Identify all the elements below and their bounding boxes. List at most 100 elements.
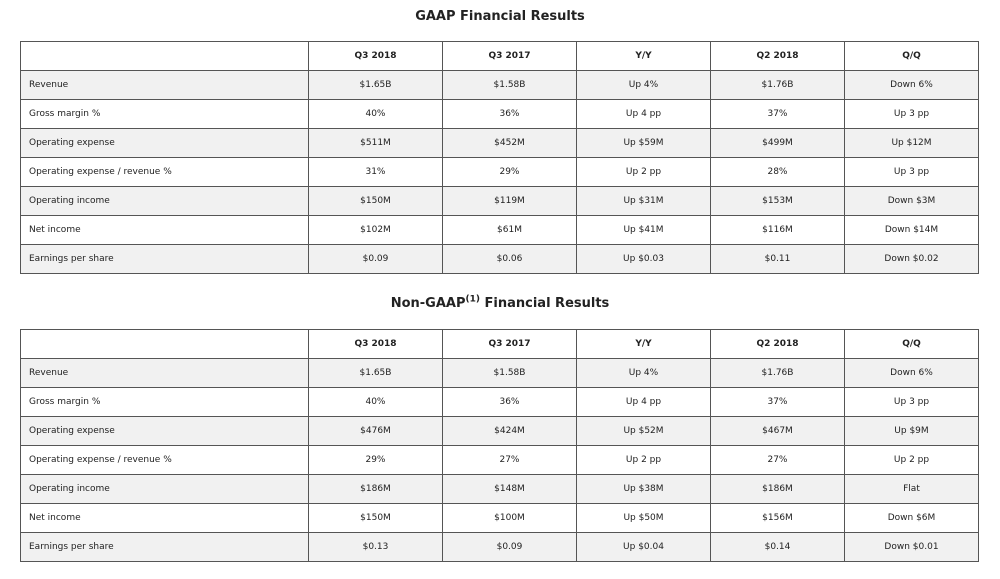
cell-q2-2018: 37% bbox=[710, 99, 845, 129]
cell-yy: Up 4% bbox=[576, 70, 711, 100]
cell-q3-2018: 40% bbox=[308, 99, 443, 129]
cell-qq: Flat bbox=[844, 474, 979, 504]
cell-q3-2017: $119M bbox=[442, 186, 577, 216]
cell-q2-2018: $1.76B bbox=[710, 358, 845, 388]
cell-q3-2017: 29% bbox=[442, 157, 577, 187]
gaap-results-title: GAAP Financial Results bbox=[415, 9, 585, 24]
cell-q3-2017: $1.58B bbox=[442, 70, 577, 100]
row-label: Earnings per share bbox=[20, 532, 309, 562]
row-label: Gross margin % bbox=[20, 387, 309, 417]
table-row: Operating expense $476M $424M Up $52M $467M U… bbox=[20, 416, 979, 446]
cell-q2-2018: $153M bbox=[710, 186, 845, 216]
cell-qq: Down $0.01 bbox=[844, 532, 979, 562]
table-row: Net income $150M $100M Up $50M $156M Down $6M bbox=[20, 503, 979, 533]
cell-q3-2018: $186M bbox=[308, 474, 443, 504]
cell-qq: Down 6% bbox=[844, 70, 979, 100]
row-label: Operating income bbox=[20, 186, 309, 216]
cell-q3-2018: $1.65B bbox=[308, 70, 443, 100]
cell-q3-2018: 40% bbox=[308, 387, 443, 417]
row-label: Operating expense / revenue % bbox=[20, 157, 309, 187]
column-header-q3-2017: Q3 2017 bbox=[442, 329, 577, 359]
cell-q3-2017: 27% bbox=[442, 445, 577, 475]
row-label: Net income bbox=[20, 503, 309, 533]
cell-q2-2018: 37% bbox=[710, 387, 845, 417]
table-row: Earnings per share $0.13 $0.09 Up $0.04 $0.1… bbox=[20, 532, 979, 562]
column-header-q2-2018: Q2 2018 bbox=[710, 329, 845, 359]
cell-q3-2017: $0.06 bbox=[442, 244, 577, 274]
cell-qq: Up 3 pp bbox=[844, 99, 979, 129]
cell-yy: Up $50M bbox=[576, 503, 711, 533]
cell-qq: Up 3 pp bbox=[844, 387, 979, 417]
cell-q3-2017: $148M bbox=[442, 474, 577, 504]
row-label: Operating income bbox=[20, 474, 309, 504]
cell-qq: Down $6M bbox=[844, 503, 979, 533]
cell-q3-2017: $61M bbox=[442, 215, 577, 245]
nongaap-results-title: Non-GAAP(1) Financial Results bbox=[0, 294, 1000, 311]
column-header-q3-2018: Q3 2018 bbox=[308, 41, 443, 71]
cell-yy: Up 4% bbox=[576, 358, 711, 388]
table-row: Operating income $186M $148M Up $38M $186M Fl… bbox=[20, 474, 979, 504]
cell-q2-2018: $0.14 bbox=[710, 532, 845, 562]
cell-yy: Up $41M bbox=[576, 215, 711, 245]
cell-q2-2018: $186M bbox=[710, 474, 845, 504]
row-label: Operating expense bbox=[20, 128, 309, 158]
cell-q3-2018: $511M bbox=[308, 128, 443, 158]
cell-q2-2018: 27% bbox=[710, 445, 845, 475]
cell-q3-2018: $102M bbox=[308, 215, 443, 245]
cell-q2-2018: $1.76B bbox=[710, 70, 845, 100]
cell-q3-2017: $100M bbox=[442, 503, 577, 533]
cell-yy: Up $31M bbox=[576, 186, 711, 216]
gaap-results-table: Q3 2018 Q3 2017 Y/Y Q2 2018 Q/Q Revenue $… bbox=[20, 41, 979, 274]
column-header-q2-2018: Q2 2018 bbox=[710, 41, 845, 71]
cell-q3-2017: $1.58B bbox=[442, 358, 577, 388]
row-label: Earnings per share bbox=[20, 244, 309, 274]
row-label: Revenue bbox=[20, 70, 309, 100]
cell-qq: Up 3 pp bbox=[844, 157, 979, 187]
table-row: Operating expense $511M $452M Up $59M $499M U… bbox=[20, 128, 979, 158]
column-header-yy: Y/Y bbox=[576, 41, 711, 71]
cell-yy: Up $52M bbox=[576, 416, 711, 446]
column-header-q3-2018: Q3 2018 bbox=[308, 329, 443, 359]
cell-yy: Up 2 pp bbox=[576, 445, 711, 475]
column-header-qq: Q/Q bbox=[844, 41, 979, 71]
nongaap-results-table: Q3 2018 Q3 2017 Y/Y Q2 2018 Q/Q Revenue $… bbox=[20, 329, 979, 562]
cell-qq: Down $0.02 bbox=[844, 244, 979, 274]
cell-q2-2018: $0.11 bbox=[710, 244, 845, 274]
cell-qq: Down $14M bbox=[844, 215, 979, 245]
cell-q3-2017: $424M bbox=[442, 416, 577, 446]
cell-yy: Up 4 pp bbox=[576, 387, 711, 417]
cell-q2-2018: $116M bbox=[710, 215, 845, 245]
cell-q2-2018: $467M bbox=[710, 416, 845, 446]
table-row: Operating expense / revenue % 31% 29% Up 2 … bbox=[20, 157, 979, 187]
column-header-metric bbox=[20, 41, 309, 71]
table-row: Net income $102M $61M Up $41M $116M Down $14M bbox=[20, 215, 979, 245]
table-row: Revenue $1.65B $1.58B Up 4% $1.76B Down 6% bbox=[20, 70, 979, 100]
cell-q3-2018: $0.09 bbox=[308, 244, 443, 274]
row-label: Net income bbox=[20, 215, 309, 245]
cell-q2-2018: 28% bbox=[710, 157, 845, 187]
table-row: Revenue $1.65B $1.58B Up 4% $1.76B Down 6% bbox=[20, 358, 979, 388]
cell-yy: Up $0.03 bbox=[576, 244, 711, 274]
cell-yy: Up $59M bbox=[576, 128, 711, 158]
cell-q3-2017: 36% bbox=[442, 99, 577, 129]
column-header-q3-2017: Q3 2017 bbox=[442, 41, 577, 71]
cell-yy: Up 4 pp bbox=[576, 99, 711, 129]
table-header-row: Q3 2018 Q3 2017 Y/Y Q2 2018 Q/Q bbox=[20, 329, 979, 359]
row-label: Operating expense bbox=[20, 416, 309, 446]
cell-q3-2017: $0.09 bbox=[442, 532, 577, 562]
row-label: Revenue bbox=[20, 358, 309, 388]
cell-q3-2018: $0.13 bbox=[308, 532, 443, 562]
row-label: Operating expense / revenue % bbox=[20, 445, 309, 475]
cell-q2-2018: $156M bbox=[710, 503, 845, 533]
column-header-qq: Q/Q bbox=[844, 329, 979, 359]
cell-q3-2018: 31% bbox=[308, 157, 443, 187]
cell-qq: Up 2 pp bbox=[844, 445, 979, 475]
cell-q3-2018: $150M bbox=[308, 186, 443, 216]
nongaap-title-suffix: Financial Results bbox=[480, 296, 610, 311]
footnote-marker: (1) bbox=[465, 294, 481, 305]
nongaap-title-prefix: Non-GAAP bbox=[390, 296, 466, 311]
cell-q3-2018: $476M bbox=[308, 416, 443, 446]
cell-qq: Down 6% bbox=[844, 358, 979, 388]
table-header-row: Q3 2018 Q3 2017 Y/Y Q2 2018 Q/Q bbox=[20, 41, 979, 71]
table-row: Operating income $150M $119M Up $31M $153M Do… bbox=[20, 186, 979, 216]
